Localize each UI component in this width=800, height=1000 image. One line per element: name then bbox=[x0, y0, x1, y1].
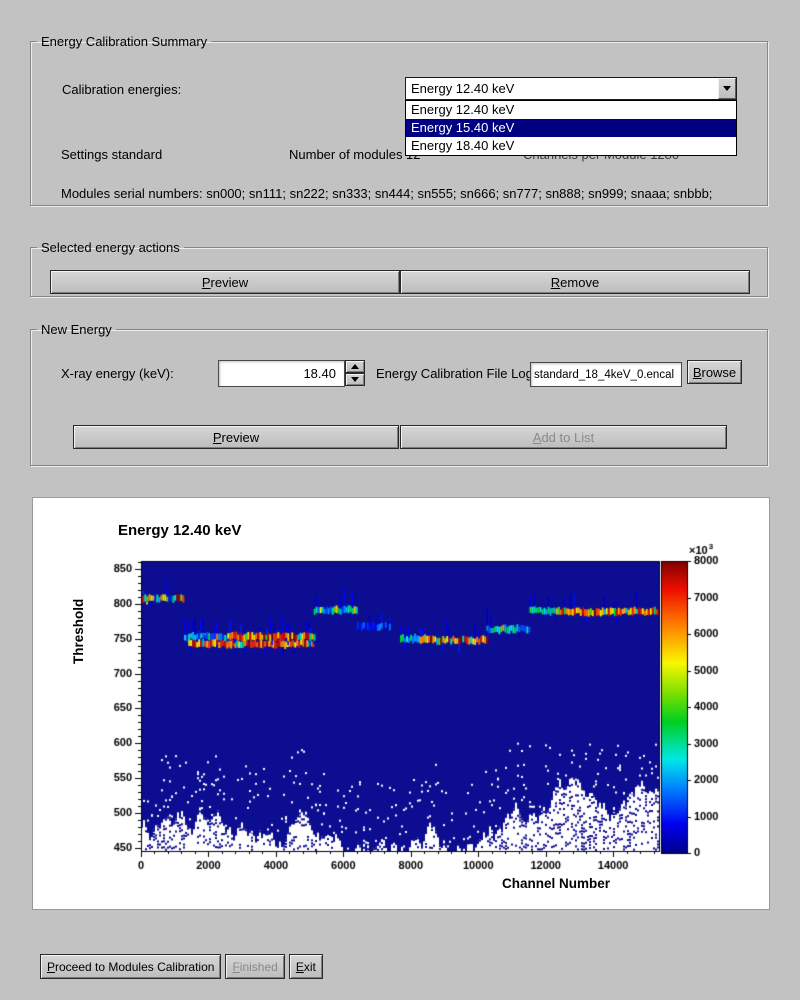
calibration-file-log-label: Energy Calibration File Log bbox=[376, 366, 533, 381]
exit-mnemonic: E bbox=[295, 959, 304, 974]
settings-label: Settings standard bbox=[61, 147, 163, 162]
modules-count-label: Number of modules 12 bbox=[289, 147, 421, 162]
chart-y-axis-label: Threshold bbox=[71, 598, 86, 664]
spin-up-button[interactable] bbox=[345, 360, 365, 373]
exit-label: xit bbox=[303, 959, 316, 974]
proceed-mnemonic: P bbox=[47, 959, 56, 974]
xray-energy-spinbox[interactable] bbox=[218, 360, 345, 387]
xray-energy-label: X-ray energy (keV): bbox=[61, 366, 174, 381]
preview-button-label: review bbox=[210, 274, 249, 290]
selected-energy-actions-legend: Selected energy actions bbox=[41, 240, 180, 255]
chart-x-axis-label: Channel Number bbox=[502, 876, 611, 891]
preview-new-mnemonic: P bbox=[212, 429, 222, 445]
energy-calibration-summary-legend: Energy Calibration Summary bbox=[41, 34, 208, 49]
arrow-down-icon bbox=[351, 377, 359, 382]
new-energy-legend: New Energy bbox=[41, 322, 112, 337]
chevron-down-icon bbox=[723, 86, 731, 91]
remove-button-mnemonic: R bbox=[550, 274, 561, 290]
proceed-label: roceed to Modules Calibration bbox=[55, 959, 215, 974]
histogram-canvas bbox=[33, 498, 771, 911]
energy-calibration-summary-group: Energy Calibration Summary Calibration e… bbox=[30, 34, 768, 206]
finished-mnemonic: F bbox=[232, 959, 240, 974]
dropdown-option-highlighted[interactable]: Energy 15.40 keV bbox=[406, 119, 736, 137]
calibration-energies-combobox[interactable]: Energy 12.40 keV bbox=[405, 77, 737, 100]
combobox-value: Energy 12.40 keV bbox=[411, 81, 515, 96]
serial-numbers-label: Modules serial numbers: sn000; sn111; sn… bbox=[61, 186, 713, 201]
spin-down-button[interactable] bbox=[345, 373, 365, 386]
add-to-list-mnemonic: A bbox=[532, 429, 542, 445]
new-energy-group: New Energy X-ray energy (keV): Energy Ca… bbox=[30, 322, 768, 466]
combobox-arrow-button[interactable] bbox=[718, 78, 736, 99]
dropdown-option[interactable]: Energy 18.40 keV bbox=[411, 138, 515, 153]
dropdown-option[interactable]: Energy 12.40 keV bbox=[411, 102, 515, 117]
add-to-list-label: dd to List bbox=[541, 429, 595, 445]
preview-new-label: review bbox=[221, 429, 260, 445]
chart-title: Energy 12.40 keV bbox=[118, 522, 242, 539]
arrow-up-icon bbox=[351, 364, 359, 369]
spinbox-buttons bbox=[345, 360, 365, 386]
remove-button-label: emove bbox=[560, 274, 600, 290]
calibration-energies-label: Calibration energies: bbox=[62, 82, 182, 97]
preview-button-mnemonic: P bbox=[201, 274, 211, 290]
combobox-dropdown-list: Energy 12.40 keV Energy 15.40 keV Energy… bbox=[405, 100, 737, 156]
histogram-panel: Energy 12.40 keV Threshold Channel Numbe… bbox=[32, 497, 771, 911]
finished-label: inished bbox=[239, 959, 278, 974]
browse-button-label: rowse bbox=[701, 364, 737, 380]
calibration-file-input[interactable] bbox=[530, 362, 682, 387]
browse-button-mnemonic: B bbox=[692, 364, 702, 380]
